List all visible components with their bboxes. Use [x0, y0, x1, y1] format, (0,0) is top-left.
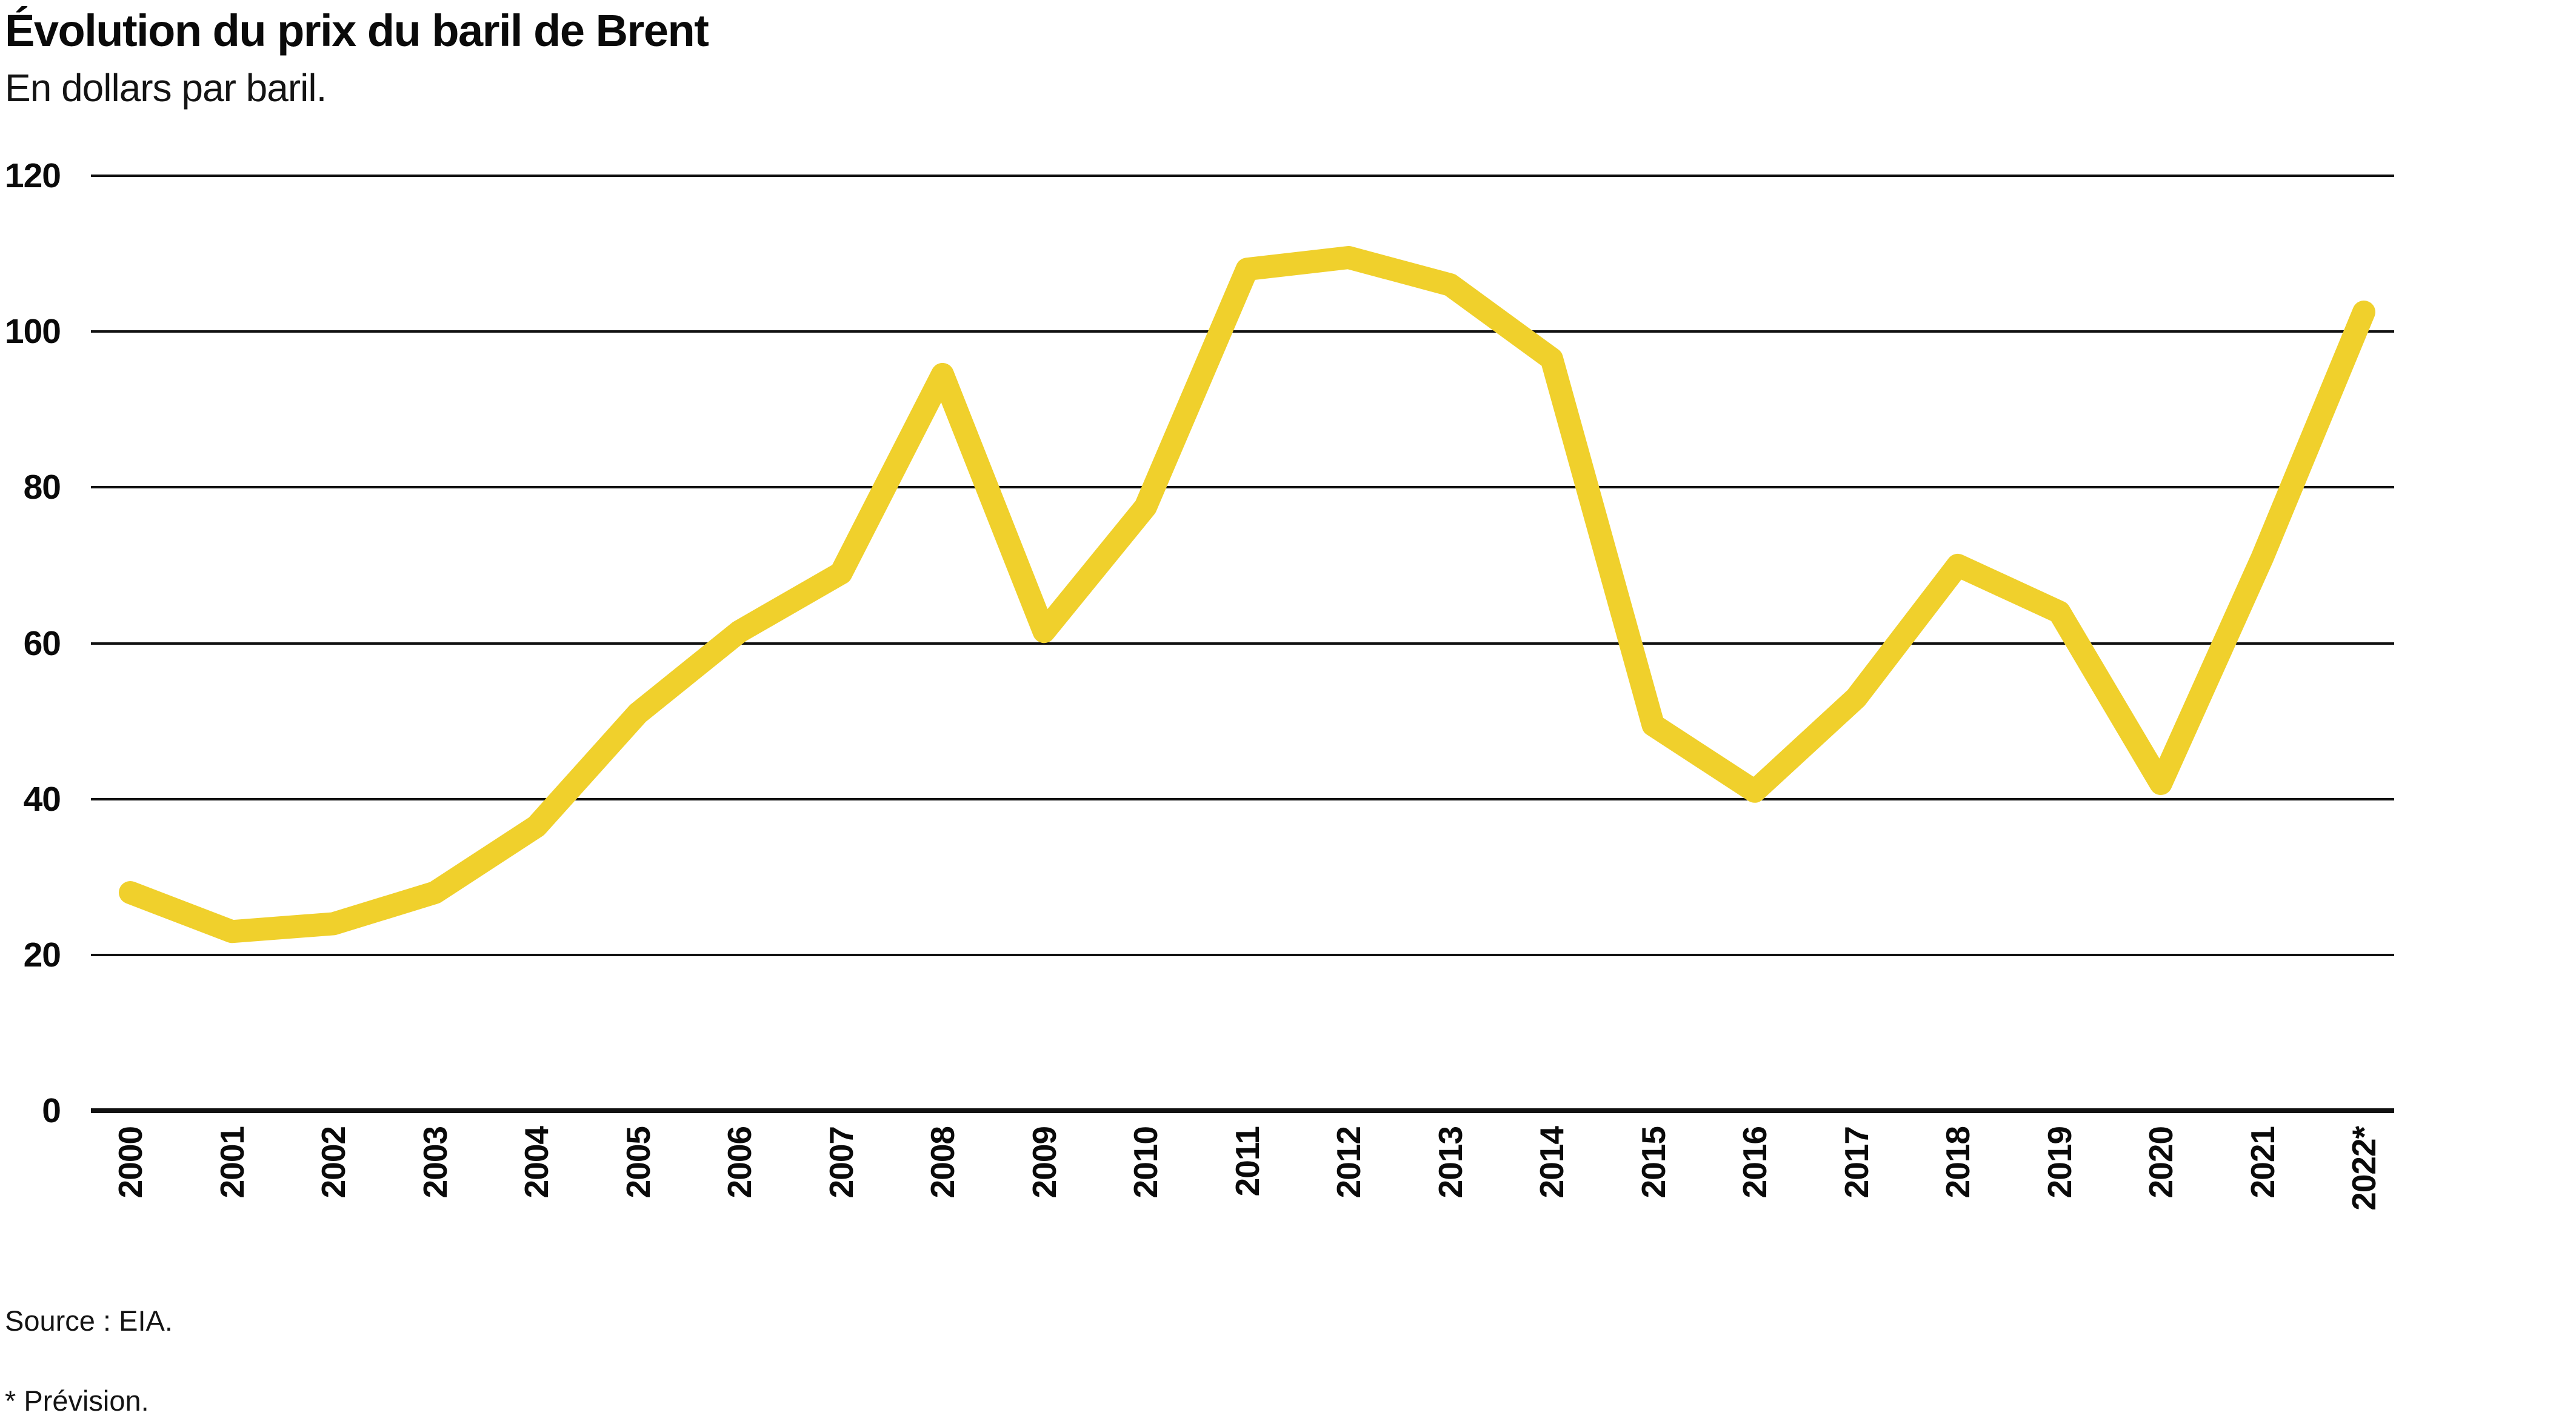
- x-tick-label-2003: 2003: [416, 1126, 454, 1199]
- source-note: Source : EIA.: [5, 1305, 173, 1337]
- chart-subtitle: En dollars par baril.: [5, 66, 327, 110]
- x-tick-label-2016: 2016: [1736, 1126, 1774, 1199]
- y-tick-label-40: 40: [23, 779, 61, 819]
- y-tick-label-0: 0: [42, 1091, 61, 1130]
- y-tick-label-20: 20: [23, 935, 61, 974]
- gridline-80: [91, 486, 2394, 489]
- x-tick-label-2020: 2020: [2142, 1126, 2180, 1199]
- gridline-40: [91, 797, 2394, 800]
- x-tick-label-2014: 2014: [1533, 1126, 1570, 1199]
- x-tick-label-2009: 2009: [1025, 1126, 1063, 1199]
- x-tick-label-2006: 2006: [721, 1126, 758, 1199]
- y-tick-label-100: 100: [4, 312, 61, 351]
- gridline-60: [91, 642, 2394, 645]
- x-tick-label-2000: 2000: [112, 1126, 149, 1199]
- x-tick-label-2010: 2010: [1127, 1126, 1164, 1199]
- x-tick-label-2021: 2021: [2243, 1126, 2281, 1199]
- y-tick-label-60: 60: [23, 624, 61, 663]
- x-tick-label-2015: 2015: [1634, 1126, 1672, 1199]
- brent-price-line: [119, 246, 2375, 943]
- x-tick-label-2005: 2005: [619, 1126, 657, 1199]
- x-tick-label-2007: 2007: [822, 1126, 860, 1199]
- gridline-120: [91, 175, 2394, 177]
- chart-title: Évolution du prix du baril de Brent: [5, 5, 709, 56]
- x-tick-label-2013: 2013: [1431, 1126, 1469, 1199]
- y-tick-label-80: 80: [23, 468, 61, 507]
- gridline-0: [91, 1108, 2394, 1113]
- x-tick-label-2022: 2022*: [2345, 1126, 2383, 1211]
- y-tick-label-120: 120: [4, 156, 61, 195]
- x-tick-label-2019: 2019: [2040, 1126, 2078, 1199]
- gridline-20: [91, 953, 2394, 956]
- x-tick-label-2002: 2002: [315, 1126, 352, 1199]
- x-tick-label-2012: 2012: [1330, 1126, 1367, 1199]
- x-tick-label-2017: 2017: [1837, 1126, 1875, 1199]
- x-tick-label-2004: 2004: [518, 1126, 555, 1199]
- x-tick-label-2018: 2018: [1939, 1126, 1977, 1199]
- gridline-100: [91, 330, 2394, 333]
- x-tick-label-2001: 2001: [213, 1126, 251, 1199]
- x-tick-label-2011: 2011: [1228, 1126, 1266, 1197]
- forecast-note: * Prévision.: [5, 1385, 149, 1417]
- x-tick-label-2008: 2008: [924, 1126, 961, 1199]
